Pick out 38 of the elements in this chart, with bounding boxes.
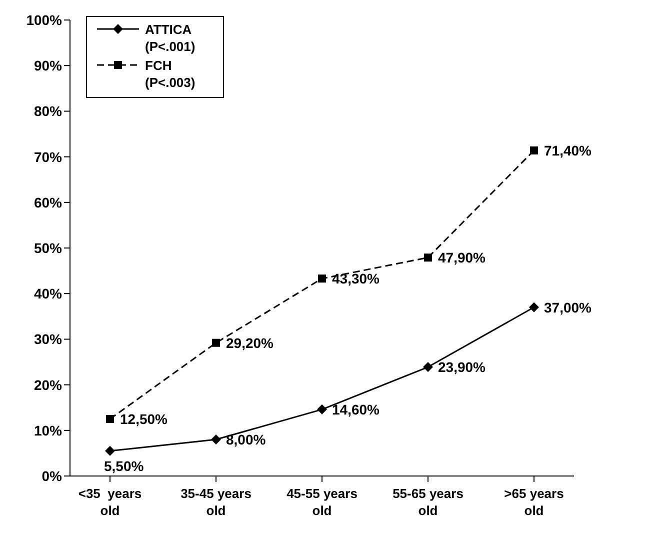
point <box>424 254 432 262</box>
data-label: 29,20% <box>226 334 274 351</box>
x-tick-label: 35-45 years old <box>180 486 252 518</box>
x-tick-label: 55-65 years old <box>392 486 464 518</box>
y-tick-label: 50% <box>34 240 63 256</box>
point <box>212 338 220 347</box>
data-label: 12,50% <box>120 411 168 427</box>
point <box>423 362 433 372</box>
y-tick-label: 0% <box>42 468 63 484</box>
data-label: 8,00% <box>226 432 266 448</box>
y-tick-label: 30% <box>34 331 63 348</box>
y-tick-label: 20% <box>34 376 63 393</box>
y-tick-label: 60% <box>34 194 63 210</box>
y-tick-label: 70% <box>34 148 63 165</box>
data-label: 23,90% <box>438 359 486 376</box>
x-tick-label: >65 years old <box>504 486 564 518</box>
legend-label: ATTICA (P<.001) <box>145 21 196 55</box>
y-tick-label: 80% <box>34 103 63 120</box>
point <box>105 446 115 456</box>
data-label: 43,30% <box>332 270 380 287</box>
point <box>318 274 326 283</box>
point <box>211 434 221 445</box>
y-tick-label: 90% <box>34 58 63 74</box>
data-label: 47,90% <box>438 250 486 266</box>
x-tick-label: 45-55 years old <box>286 486 358 518</box>
point <box>317 404 327 414</box>
point <box>106 415 114 423</box>
data-label: 37,00% <box>544 299 592 316</box>
y-tick-label: 40% <box>34 286 63 302</box>
y-tick-label: 100% <box>26 12 63 28</box>
legend-label: FCH (P<.003) <box>145 57 196 91</box>
point <box>530 146 538 154</box>
x-tick-label: <35 years old <box>78 486 142 518</box>
y-tick-label: 10% <box>34 422 63 438</box>
data-label: 5,50% <box>104 458 144 474</box>
point <box>529 302 539 312</box>
data-label: 71,40% <box>544 142 592 158</box>
data-label: 14,60% <box>332 401 380 418</box>
